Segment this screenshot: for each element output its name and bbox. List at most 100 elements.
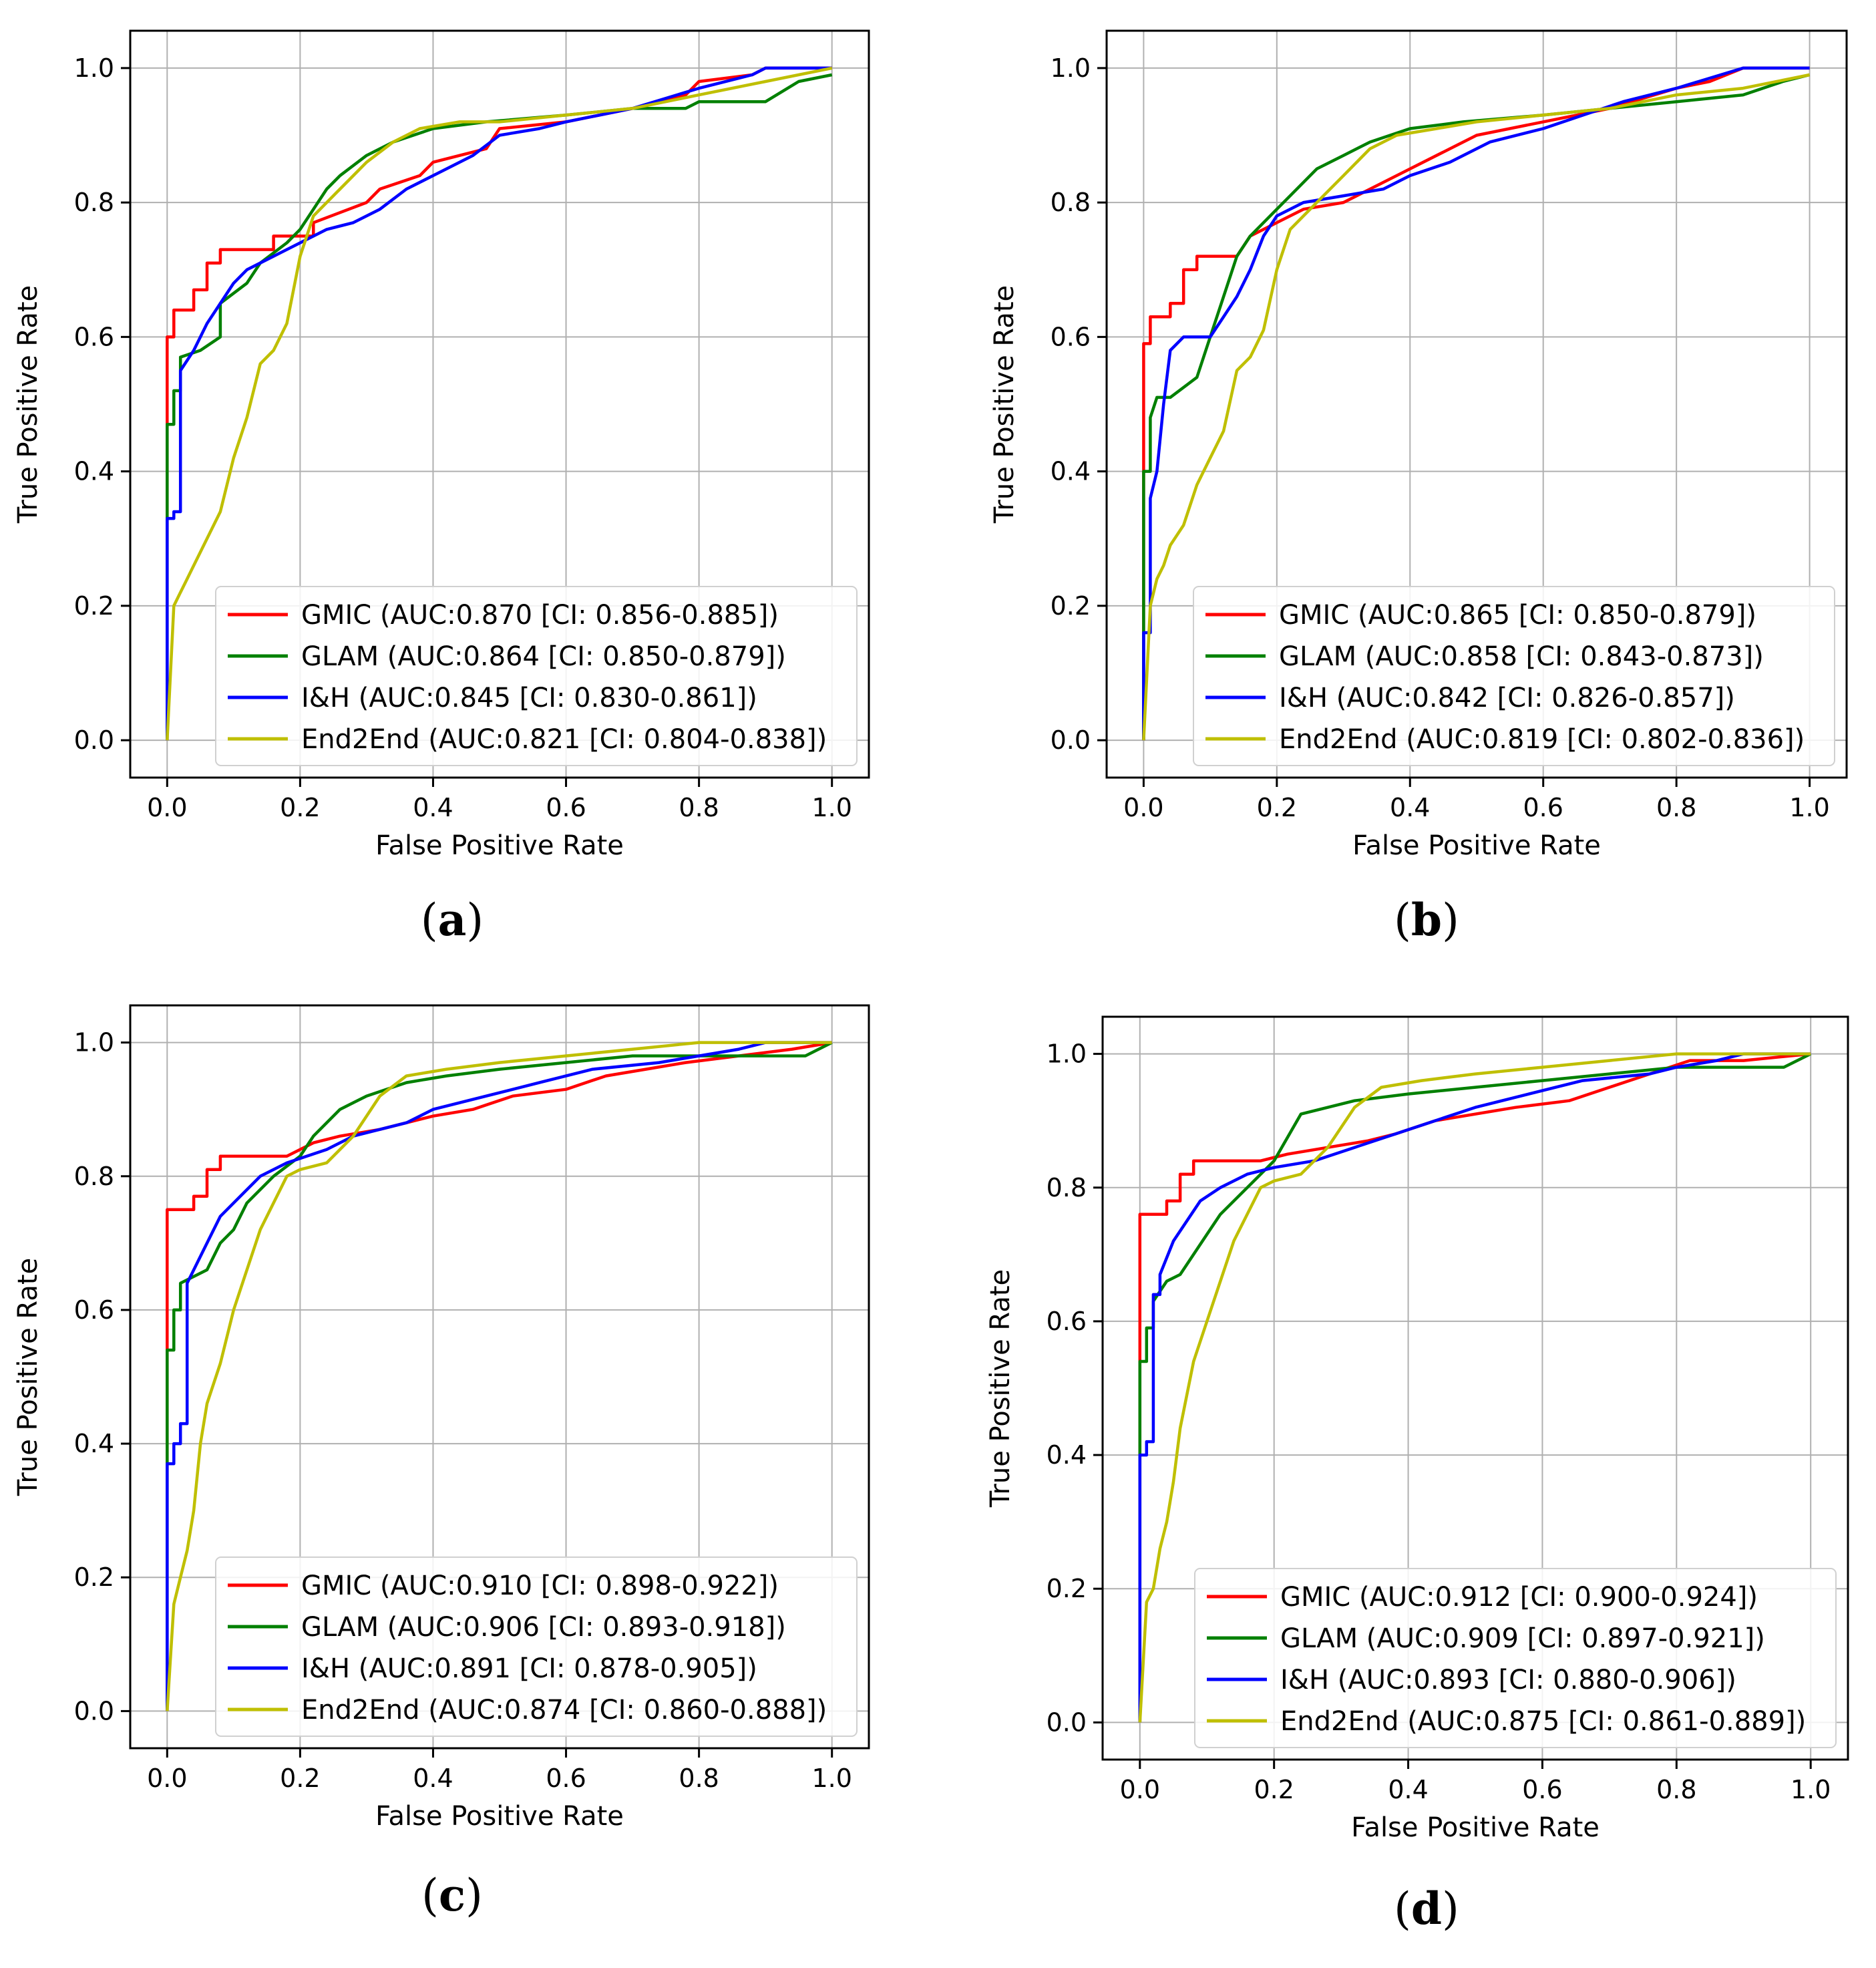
legend-entry: I&H (AUC:0.893 [CI: 0.880-0.906]) [1280,1665,1736,1695]
y-tick-label: 0.8 [74,188,114,217]
legend-box [1194,1568,1837,1748]
y-tick-label: 1.0 [74,1028,114,1057]
legend-entry: End2End (AUC:0.874 [CI: 0.860-0.888]) [301,1695,827,1726]
legend-entry: GMIC (AUC:0.870 [CI: 0.856-0.885]) [301,600,779,631]
x-tick-label: 1.0 [1791,1775,1831,1804]
legend: GMIC (AUC:0.910 [CI: 0.898-0.922]) GLAM (… [215,1556,858,1737]
x-tick-label: 0.6 [1523,793,1563,822]
x-tick-label: 0.6 [546,1764,586,1793]
caption-paren-open: ( [1394,1883,1411,1935]
y-tick-label: 0.6 [1047,1307,1087,1336]
x-tick-label: 0.4 [413,793,453,822]
legend: GMIC (AUC:0.912 [CI: 0.900-0.924]) GLAM (… [1194,1568,1837,1748]
caption-paren-close: ) [1442,1883,1459,1935]
panel-caption: (d) [1394,1882,1459,1935]
caption-paren-close: ) [1442,894,1459,946]
y-tick-label: 0.6 [1051,322,1091,351]
y-tick-label: 1.0 [1051,53,1091,83]
x-tick-label: 0.2 [1257,793,1297,822]
caption-paren-close: ) [465,1870,483,1921]
x-tick-label: 0.4 [1390,793,1430,822]
y-axis-label: True Positive Rate [13,285,43,524]
legend-entry: I&H (AUC:0.842 [CI: 0.826-0.857]) [1279,683,1735,713]
y-tick-label: 0.2 [74,591,114,621]
roc-curve-ih [166,66,832,741]
roc-curve-end2end [166,66,833,741]
x-tick-label: 0.6 [546,793,586,822]
legend-entry: GLAM (AUC:0.864 [CI: 0.850-0.879]) [301,641,786,672]
caption-letter: a [438,894,467,946]
y-tick-label: 0.2 [74,1563,114,1592]
legend-box [215,586,858,766]
roc-curve-glam [1138,1052,1812,1723]
x-tick-label: 0.2 [280,793,320,822]
legend-entry: End2End (AUC:0.821 [CI: 0.804-0.838]) [301,724,827,755]
y-tick-label: 0.4 [1051,457,1091,486]
y-tick-label: 0.4 [74,1429,114,1458]
x-tick-label: 0.2 [1254,1775,1294,1804]
x-tick-label: 1.0 [811,793,852,822]
x-tick-label: 0.0 [1123,793,1163,822]
y-axis-label: True Positive Rate [13,1258,43,1496]
x-tick-label: 0.0 [147,793,187,822]
x-tick-label: 0.4 [1388,1775,1428,1804]
panel-caption: (a) [421,894,484,946]
legend-box [215,1556,858,1737]
caption-letter: c [439,1869,465,1921]
roc-panel-d: 0.0 0.2 0.4 0.6 0.8 1.0 0.0 0.2 0.4 0.6 0.8 1.0 Fals… [985,1015,1849,1935]
legend-entry: I&H (AUC:0.845 [CI: 0.830-0.861]) [301,683,757,713]
y-tick-label: 0.2 [1051,591,1091,621]
legend-entry: GMIC (AUC:0.912 [CI: 0.900-0.924]) [1280,1582,1758,1613]
legend: GMIC (AUC:0.870 [CI: 0.856-0.885]) GLAM (… [215,586,858,766]
roc-curve-ih [166,1041,832,1711]
panel-caption: (c) [421,1869,483,1921]
axes-frame [129,29,870,779]
legend-entry: GLAM (AUC:0.858 [CI: 0.843-0.873]) [1279,641,1764,672]
x-tick-label: 0.4 [413,1764,453,1793]
y-tick-label: 0.8 [1047,1173,1087,1202]
legend-box [1193,586,1835,766]
y-tick-label: 0.0 [1051,725,1091,755]
x-tick-label: 0.0 [1120,1775,1160,1804]
panel-caption: (b) [1394,894,1459,946]
roc-curve-end2end [1138,1052,1811,1723]
x-tick-label: 0.8 [679,793,719,822]
y-tick-label: 0.8 [1051,188,1091,217]
caption-paren-open: ( [421,1870,439,1921]
x-tick-label: 0.8 [1656,793,1696,822]
caption-paren-open: ( [1394,894,1411,946]
roc-curve-ih [1142,66,1810,741]
caption-paren-open: ( [421,894,438,946]
legend-entry: GLAM (AUC:0.909 [CI: 0.897-0.921]) [1280,1623,1765,1654]
x-tick-label: 1.0 [1789,793,1829,822]
caption-letter: b [1411,894,1442,946]
x-axis-label: False Positive Rate [375,1801,624,1832]
axes-frame [129,1004,870,1750]
roc-curve-end2end [1142,73,1811,741]
x-tick-label: 1.0 [811,1764,852,1793]
legend-entry: End2End (AUC:0.819 [CI: 0.802-0.836]) [1279,724,1805,755]
y-tick-label: 1.0 [1047,1039,1087,1069]
caption-paren-close: ) [466,894,484,946]
legend-entry: GMIC (AUC:0.865 [CI: 0.850-0.879]) [1279,600,1756,631]
roc-curve-ih [1138,1052,1811,1723]
legend-entry: GMIC (AUC:0.910 [CI: 0.898-0.922]) [301,1571,779,1601]
roc-panel-c: 0.0 0.2 0.4 0.6 0.8 1.0 0.0 0.2 0.4 0.6 0.8 1.0 Fals… [13,1004,870,1921]
axes-frame [1105,29,1848,779]
legend-entry: End2End (AUC:0.875 [CI: 0.861-0.889]) [1280,1706,1806,1737]
roc-curve-glam [166,73,833,741]
y-tick-label: 0.6 [74,1295,114,1325]
y-tick-label: 0.0 [74,725,114,755]
axes-frame [1101,1015,1849,1761]
y-tick-label: 0.0 [1047,1707,1087,1737]
x-tick-label: 0.8 [1656,1775,1696,1804]
y-axis-label: True Positive Rate [985,1269,1016,1508]
y-tick-label: 0.0 [74,1696,114,1726]
y-tick-label: 0.4 [74,457,114,486]
x-axis-label: False Positive Rate [1352,830,1601,861]
caption-letter: d [1411,1882,1442,1935]
y-tick-label: 0.8 [74,1162,114,1191]
x-axis-label: False Positive Rate [1351,1812,1600,1843]
roc-curve-gmic [166,1041,833,1711]
